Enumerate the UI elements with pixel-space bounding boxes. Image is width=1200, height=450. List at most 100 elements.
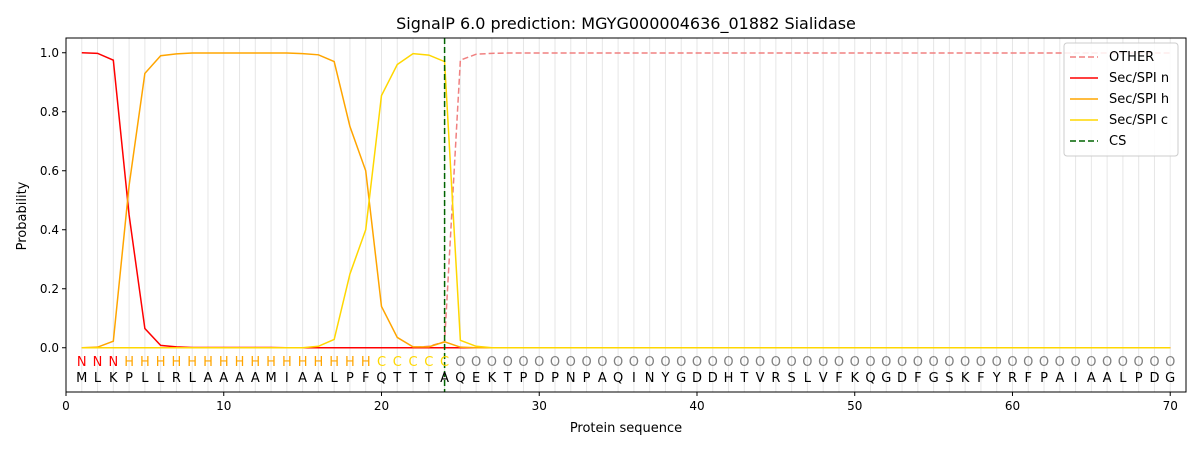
region-label: O: [708, 355, 718, 370]
residue-label: M: [76, 371, 87, 386]
region-label: O: [1118, 355, 1128, 370]
residue-label: P: [1135, 371, 1143, 386]
residue-label: L: [189, 371, 197, 386]
region-label: O: [550, 355, 560, 370]
residue-label: D: [534, 371, 544, 386]
residue-label: F: [977, 371, 984, 386]
series-line-sec-spi-c: [81, 52, 1171, 349]
region-label: O: [1055, 355, 1065, 370]
legend-label: Sec/SPI h: [1109, 92, 1169, 107]
region-label: O: [802, 355, 812, 370]
residue-label: N: [566, 371, 576, 386]
residue-label: Y: [992, 371, 1001, 386]
residue-label: G: [881, 371, 891, 386]
residue-label: P: [346, 371, 354, 386]
region-label: O: [850, 355, 860, 370]
residue-label: F: [1025, 371, 1032, 386]
region-label: N: [108, 355, 118, 370]
region-label: C: [440, 355, 449, 370]
region-label: O: [692, 355, 702, 370]
region-label: O: [992, 355, 1002, 370]
residue-label: V: [819, 371, 828, 386]
region-label: C: [377, 355, 386, 370]
residue-label: L: [157, 371, 165, 386]
region-label: H: [124, 355, 134, 370]
legend-label: OTHER: [1109, 50, 1154, 65]
y-tick-label: 0.8: [40, 105, 59, 119]
region-label: O: [865, 355, 875, 370]
region-label: O: [897, 355, 907, 370]
residue-label: K: [850, 371, 859, 386]
residue-label: N: [645, 371, 655, 386]
residue-label: Q: [455, 371, 465, 386]
x-axis-ticks: 0 10 20 30 40 50 60 70: [62, 392, 1178, 413]
region-label: O: [755, 355, 765, 370]
residue-label: A: [219, 371, 228, 386]
region-label: N: [77, 355, 87, 370]
region-label: H: [266, 355, 276, 370]
region-label: O: [771, 355, 781, 370]
region-label: H: [203, 355, 213, 370]
region-label: O: [1039, 355, 1049, 370]
residue-label: E: [472, 371, 480, 386]
residue-label: A: [1087, 371, 1096, 386]
residue-label: L: [1119, 371, 1127, 386]
residue-label: P: [125, 371, 133, 386]
region-label: O: [1102, 355, 1112, 370]
residue-label: I: [632, 371, 636, 386]
region-label: O: [471, 355, 481, 370]
region-label: C: [409, 355, 418, 370]
residue-label: A: [204, 371, 213, 386]
y-axis-ticks: 0.0 0.2 0.4 0.6 0.8 1.0: [40, 46, 66, 355]
residue-label: T: [739, 371, 748, 386]
residue-label: R: [771, 371, 780, 386]
residue-label: M: [265, 371, 276, 386]
y-tick-label: 0.4: [40, 223, 59, 237]
region-label: O: [676, 355, 686, 370]
residue-label: R: [1008, 371, 1017, 386]
region-label: O: [1086, 355, 1096, 370]
residue-label: G: [1165, 371, 1175, 386]
region-label: H: [298, 355, 308, 370]
residue-label: A: [298, 371, 307, 386]
region-label: H: [235, 355, 245, 370]
legend: OTHER Sec/SPI n Sec/SPI h Sec/SPI c CS: [1063, 42, 1179, 157]
region-label: O: [976, 355, 986, 370]
residue-label: P: [551, 371, 559, 386]
region-label: O: [1070, 355, 1080, 370]
residue-label: Y: [660, 371, 669, 386]
region-label: O: [629, 355, 639, 370]
x-tick-label: 20: [374, 399, 389, 413]
x-tick-label: 40: [689, 399, 704, 413]
legend-label: Sec/SPI n: [1109, 71, 1169, 86]
region-label: O: [1149, 355, 1159, 370]
residue-label: F: [835, 371, 842, 386]
region-label: O: [818, 355, 828, 370]
region-label: O: [944, 355, 954, 370]
region-label: H: [187, 355, 197, 370]
residue-label: A: [1103, 371, 1112, 386]
chart-title: SignalP 6.0 prediction: MGYG000004636_01…: [396, 14, 856, 34]
residue-label: D: [708, 371, 718, 386]
residue-label: T: [503, 371, 512, 386]
residue-label: K: [961, 371, 970, 386]
region-label: O: [645, 355, 655, 370]
region-label: O: [566, 355, 576, 370]
region-label: O: [928, 355, 938, 370]
residue-label: T: [408, 371, 417, 386]
residue-label: Q: [865, 371, 875, 386]
region-label: O: [487, 355, 497, 370]
residue-label: A: [251, 371, 260, 386]
series-lines: [81, 38, 1171, 392]
region-label: O: [534, 355, 544, 370]
residue-label: T: [424, 371, 433, 386]
region-label: C: [393, 355, 402, 370]
x-tick-label: 0: [62, 399, 70, 413]
residue-label: K: [488, 371, 497, 386]
legend-label: Sec/SPI c: [1109, 113, 1168, 128]
region-label: H: [140, 355, 150, 370]
region-label: O: [518, 355, 528, 370]
region-label: O: [455, 355, 465, 370]
x-tick-label: 60: [1005, 399, 1020, 413]
